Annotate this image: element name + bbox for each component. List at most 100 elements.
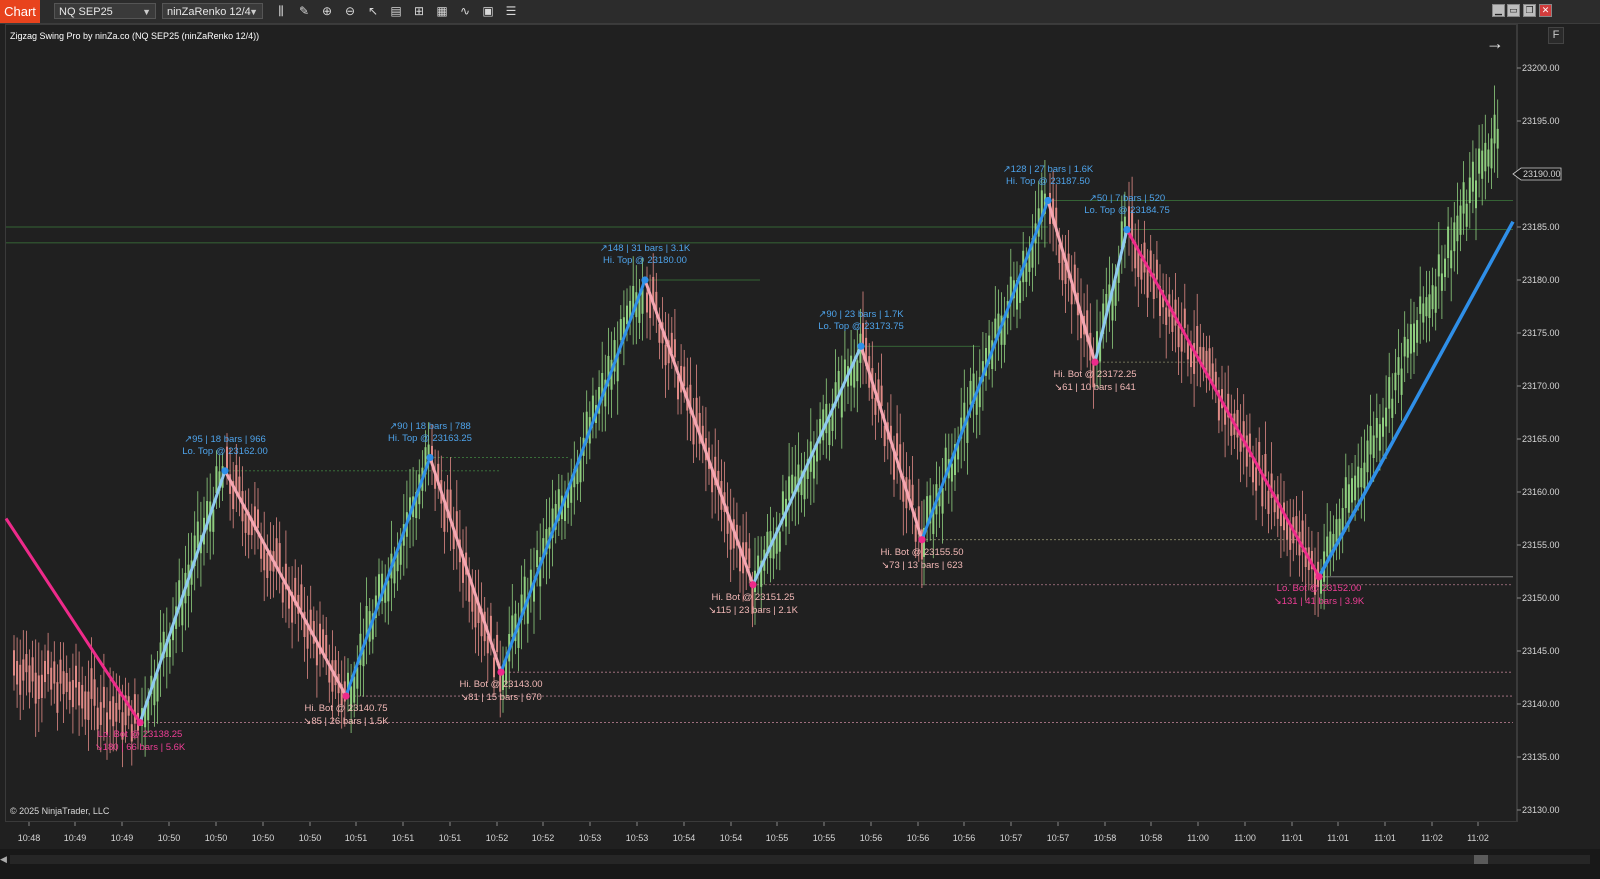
- pointer-icon[interactable]: ↖: [367, 4, 379, 18]
- time-axis[interactable]: [5, 822, 1517, 849]
- scroll-thumb[interactable]: [1474, 855, 1488, 864]
- price-tick-label: 23165.00: [1522, 434, 1560, 444]
- candle: [598, 387, 601, 414]
- copyright-notice: © 2025 NinjaTrader, LLC: [10, 806, 110, 816]
- candle: [1227, 393, 1230, 418]
- instrument-selector[interactable]: NQ SEP25 ▼: [54, 3, 156, 19]
- candle: [340, 684, 343, 705]
- candle: [196, 521, 199, 548]
- restore-window-button[interactable]: ▭: [1507, 4, 1520, 17]
- candle: [1295, 516, 1298, 536]
- candle: [920, 529, 923, 560]
- swing-stats-label: ↘61 | 10 bars | 641: [1054, 382, 1136, 393]
- candle: [384, 584, 387, 603]
- bar-type-value: ninZaRenko 12/4: [167, 6, 251, 18]
- candle: [938, 488, 941, 507]
- properties-icon[interactable]: ☰: [505, 4, 517, 18]
- zigzag-segment: [751, 345, 863, 586]
- candle: [168, 639, 171, 658]
- candle: [664, 344, 667, 366]
- candle: [1236, 409, 1239, 438]
- candle: [1471, 161, 1474, 192]
- data-box-icon[interactable]: ▤: [390, 4, 402, 18]
- candle: [99, 702, 102, 725]
- tile-window-button[interactable]: ❐: [1523, 4, 1536, 17]
- candle: [1459, 205, 1462, 235]
- candle: [1428, 294, 1431, 318]
- candle: [1425, 297, 1428, 317]
- candle: [47, 650, 50, 675]
- price-tick-label: 23170.00: [1522, 381, 1560, 391]
- candle: [93, 679, 96, 706]
- swing-price-label: Hi. Bot @ 23140.75: [304, 703, 387, 714]
- candle: [816, 442, 818, 462]
- scroll-track[interactable]: [10, 855, 1590, 864]
- candle: [81, 684, 84, 709]
- candle: [997, 313, 1000, 337]
- zoom-out-icon[interactable]: ⊖: [344, 4, 356, 18]
- candle: [437, 463, 440, 486]
- arrow-right-icon[interactable]: →: [1486, 33, 1504, 53]
- zigzag-segment: [1046, 200, 1097, 363]
- candle: [1096, 331, 1098, 357]
- strategies-icon[interactable]: ▦: [436, 4, 448, 18]
- candle: [1028, 250, 1031, 272]
- candle: [1258, 442, 1261, 471]
- candle: [929, 495, 932, 524]
- candle: [87, 691, 90, 720]
- pencil-icon[interactable]: ✎: [298, 4, 310, 18]
- candle: [446, 489, 449, 518]
- candle: [877, 379, 880, 406]
- candle: [325, 634, 328, 658]
- time-tick-label: 10:50: [205, 833, 228, 843]
- templates-icon[interactable]: ▣: [482, 4, 494, 18]
- chart-tab[interactable]: Chart: [0, 0, 40, 23]
- candle: [1465, 203, 1468, 227]
- candle: [1351, 478, 1353, 503]
- horizontal-scrollbar[interactable]: ◀: [0, 849, 1600, 879]
- candle: [899, 444, 902, 470]
- candle: [893, 452, 895, 480]
- candle: [1000, 315, 1003, 345]
- bar-type-selector[interactable]: ninZaRenko 12/4 ▼: [162, 3, 263, 19]
- candle: [300, 584, 303, 611]
- candle: [1193, 343, 1196, 374]
- candle: [1171, 308, 1174, 332]
- candle: [275, 538, 278, 570]
- candle: [831, 403, 834, 431]
- candle: [932, 508, 935, 535]
- candle: [34, 672, 37, 704]
- candle: [206, 501, 209, 530]
- swing-price-label: Hi. Bot @ 23151.25: [711, 592, 794, 603]
- bars-type-icon[interactable]: ⫼: [278, 4, 284, 18]
- minimize-window-button[interactable]: ▁: [1492, 4, 1505, 17]
- candle: [1102, 303, 1105, 335]
- candle: [717, 470, 720, 490]
- indicators-icon[interactable]: ∿: [459, 4, 471, 18]
- candle: [607, 355, 610, 387]
- scroll-left-icon[interactable]: ◀: [0, 854, 7, 864]
- candle: [1128, 206, 1130, 232]
- candle: [1242, 421, 1245, 448]
- zoom-in-icon[interactable]: ⊕: [321, 4, 333, 18]
- candle: [954, 444, 956, 476]
- candle: [778, 531, 781, 552]
- candle: [1177, 325, 1180, 348]
- candle: [96, 707, 99, 730]
- candle: [1146, 268, 1149, 298]
- candle: [1397, 357, 1400, 375]
- candle: [102, 686, 105, 708]
- candle: [474, 595, 477, 628]
- close-window-button[interactable]: ✕: [1539, 4, 1552, 17]
- candle: [78, 681, 81, 706]
- candle: [1347, 484, 1350, 513]
- candle: [554, 503, 557, 530]
- candle: [172, 622, 174, 641]
- price-tick-label: 23140.00: [1522, 699, 1560, 709]
- f-button[interactable]: F: [1548, 27, 1564, 44]
- price-axis[interactable]: [1517, 24, 1600, 822]
- chart-trader-icon[interactable]: ⊞: [413, 4, 425, 18]
- candle: [362, 649, 365, 667]
- candle: [505, 659, 508, 685]
- candle: [806, 459, 809, 479]
